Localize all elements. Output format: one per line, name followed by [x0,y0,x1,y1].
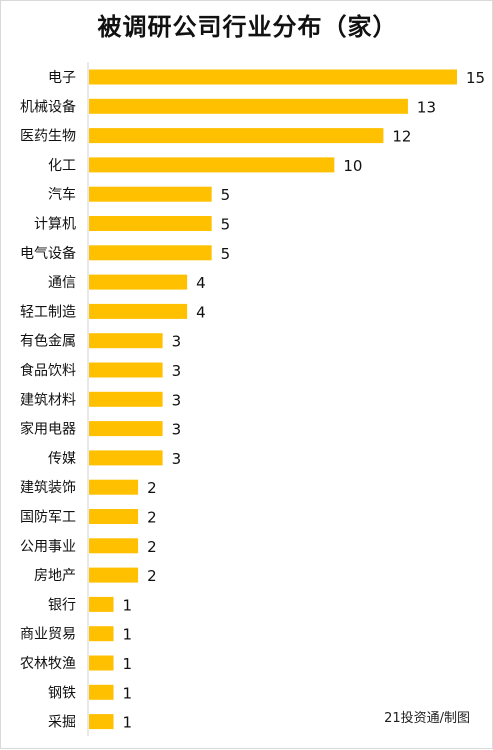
value-label: 12 [392,128,411,146]
value-label: 1 [123,714,133,732]
category-label: 电气设备 [20,245,76,262]
bar [89,69,457,85]
value-label: 13 [417,98,436,116]
category-label: 机械设备 [20,98,76,115]
value-label: 3 [172,391,182,409]
category-label: 采掘 [48,715,76,731]
bar [89,509,139,524]
category-label: 国防军工 [20,510,76,526]
category-label: 通信 [48,275,76,291]
value-label: 2 [147,567,157,585]
category-label: 食品饮料 [20,362,76,379]
category-label: 电子 [48,70,76,86]
value-label: 2 [147,509,157,527]
bar [89,333,163,349]
bar [89,596,114,612]
category-label: 家用电器 [20,421,76,438]
category-label: 公用事业 [20,539,76,555]
category-label: 建筑材料 [20,392,76,408]
value-label: 1 [123,626,133,644]
value-label: 4 [196,303,206,321]
value-label: 1 [123,684,133,702]
category-label: 传媒 [48,451,76,467]
category-label: 医药生物 [20,129,76,145]
category-label: 银行 [48,597,76,613]
value-label: 1 [123,596,133,614]
value-label: 3 [172,333,182,351]
bar [89,538,139,554]
bar [89,362,163,378]
credit-text: 21投资通/制图 [384,711,470,726]
category-label: 农林牧渔 [20,656,76,672]
bar [89,450,163,466]
category-label: 房地产 [34,568,76,584]
value-label: 2 [147,538,157,556]
bar [89,626,114,642]
category-label: 汽车 [48,186,76,203]
bar [89,391,163,407]
category-label: 化工 [48,158,76,174]
value-label: 3 [172,362,182,380]
value-label: 3 [172,450,182,468]
bar [89,655,114,671]
bar [89,303,188,319]
category-label: 轻工制造 [20,304,76,320]
bar [89,157,335,173]
value-label: 3 [172,421,182,439]
category-label: 商业贸易 [20,627,76,643]
bar [89,98,408,114]
bar [89,684,114,700]
chart-title: 被调研公司行业分布（家） [97,13,398,41]
value-label: 4 [196,274,206,292]
bar [89,186,212,202]
value-label: 5 [221,186,231,204]
bar [89,216,212,231]
category-label: 钢铁 [48,685,76,701]
category-label: 有色金属 [20,333,76,350]
category-label: 建筑装饰 [20,480,76,496]
bar [89,245,212,261]
value-label: 1 [123,655,133,673]
bar [89,714,114,730]
value-label: 10 [343,157,362,175]
bar [89,274,188,290]
value-label: 5 [221,216,231,234]
value-label: 15 [466,69,485,87]
bar [89,567,139,583]
bar [89,128,384,144]
bar [89,421,163,437]
value-label: 2 [147,479,157,497]
value-label: 5 [221,245,231,263]
bar [89,479,139,495]
category-label: 计算机 [34,217,76,233]
